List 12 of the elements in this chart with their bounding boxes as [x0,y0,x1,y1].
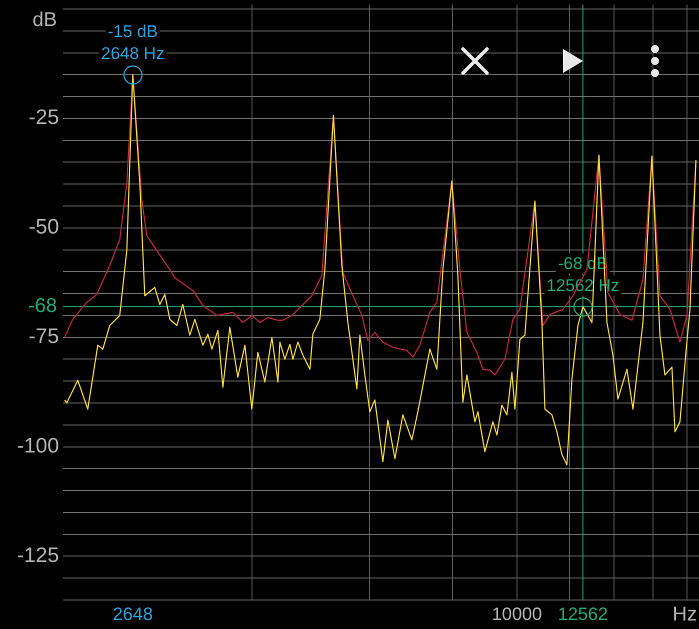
x-tick-label: 10000 [492,604,542,624]
x-tick-label: 12562 [558,604,608,624]
x-axis-title: Hz [672,604,697,626]
annotation: -15 dB 2648 Hz [101,22,164,63]
y-tick-label: -50 [28,216,59,239]
ref-line-label: -68 [28,295,57,318]
y-tick-label: -125 [16,544,59,568]
y-tick-label: -75 [28,325,59,348]
y-axis-title: dB [32,9,57,32]
x-tick-label: 2648 [112,604,153,624]
y-tick-label: -100 [16,434,59,458]
y-tick-label: -25 [28,106,59,130]
